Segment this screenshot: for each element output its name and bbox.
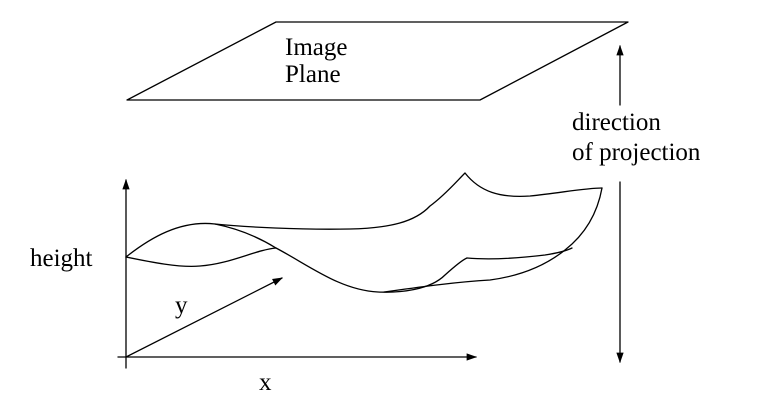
surface-crossing-edge: [214, 223, 277, 249]
image-plane-label-line1: Image: [285, 34, 347, 61]
x-axis-label: x: [259, 369, 272, 396]
surface-inner-fold: [466, 247, 573, 260]
projection-label-line2: of projection: [572, 139, 701, 166]
surface-right-front-edge: [383, 187, 603, 293]
height-surface: [125, 172, 603, 293]
surface-left-front-edge: [125, 247, 468, 293]
height-axis-label: height: [30, 245, 93, 272]
y-axis-label: y: [175, 292, 188, 319]
surface-back-edge: [125, 172, 603, 258]
y-axis: [125, 277, 283, 358]
image-plane: [126, 21, 629, 101]
projection-label-line1: direction: [572, 109, 661, 136]
image-plane-label-line2: Plane: [285, 61, 341, 88]
